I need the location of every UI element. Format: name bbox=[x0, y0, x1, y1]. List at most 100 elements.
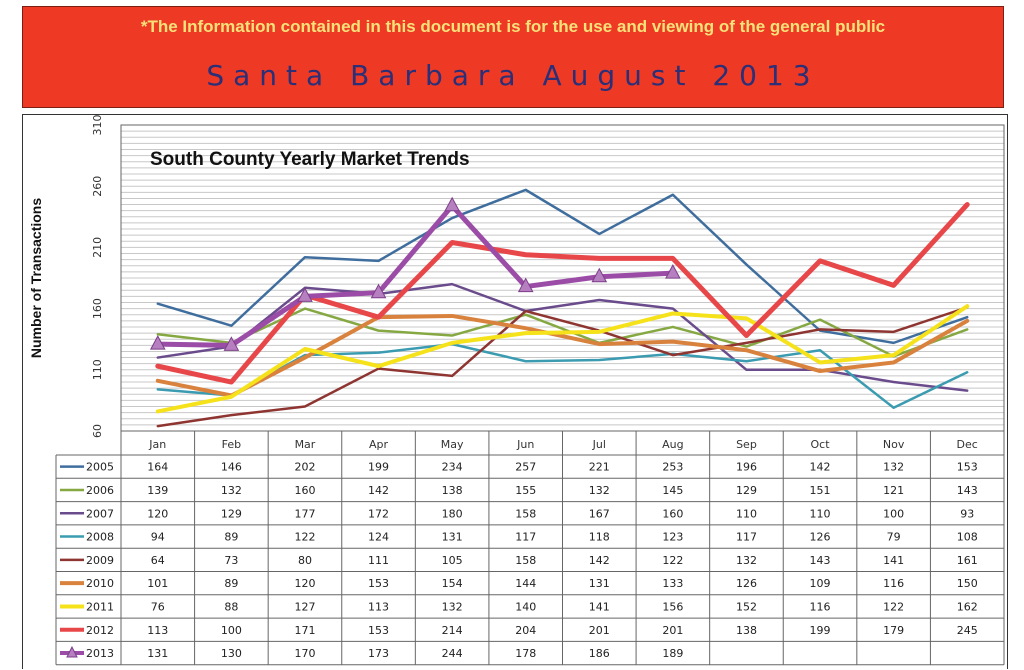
legend-label-2007: 2007 bbox=[86, 507, 114, 520]
table-cell: 89 bbox=[224, 577, 238, 590]
table-cell: 140 bbox=[515, 600, 536, 613]
table-cell: 257 bbox=[515, 461, 536, 474]
table-cell: 160 bbox=[294, 484, 315, 497]
table-cell: 132 bbox=[589, 484, 610, 497]
table-cell: 161 bbox=[957, 554, 978, 567]
table-cell: 144 bbox=[515, 577, 536, 590]
table-cell: 111 bbox=[368, 554, 389, 567]
table-cell: 121 bbox=[883, 484, 904, 497]
series-line-2006 bbox=[156, 307, 969, 358]
y-tick-label: 110 bbox=[91, 359, 104, 380]
marker-2013 bbox=[297, 287, 313, 302]
table-cell: 245 bbox=[957, 624, 978, 637]
x-tick-label: Mar bbox=[295, 438, 316, 451]
marker-2013 bbox=[223, 336, 240, 351]
table-cell: 76 bbox=[151, 600, 165, 613]
table-cell: 110 bbox=[736, 507, 757, 520]
table-cell: 153 bbox=[368, 577, 389, 590]
table-cell: 145 bbox=[662, 484, 683, 497]
table-cell: 162 bbox=[957, 600, 978, 613]
marker-2013 bbox=[444, 196, 460, 212]
table-cell: 93 bbox=[960, 507, 974, 520]
table-cell: 141 bbox=[883, 554, 904, 567]
table-cell: 173 bbox=[368, 647, 389, 660]
series-line-2007 bbox=[156, 282, 969, 392]
series-line-2010 bbox=[155, 313, 970, 398]
table-cell: 64 bbox=[151, 554, 165, 567]
marker-2013 bbox=[370, 283, 387, 299]
table-cell: 160 bbox=[662, 507, 683, 520]
series-line-2009 bbox=[156, 306, 969, 428]
table-cell: 199 bbox=[810, 624, 831, 637]
table-cell: 204 bbox=[515, 624, 536, 637]
table-cell: 201 bbox=[589, 624, 610, 637]
series-line-2011 bbox=[155, 304, 970, 414]
x-tick-label: May bbox=[441, 438, 464, 451]
y-tick-label: 260 bbox=[91, 176, 104, 197]
legend-label-2011: 2011 bbox=[86, 600, 114, 613]
y-axis-label: Number of Transactions bbox=[28, 198, 44, 358]
table-cell: 202 bbox=[294, 461, 315, 474]
table-cell: 253 bbox=[662, 461, 683, 474]
legend-label-2005: 2005 bbox=[86, 461, 114, 474]
marker-2013 bbox=[591, 267, 608, 283]
table-cell: 126 bbox=[810, 531, 831, 544]
table-cell: 143 bbox=[957, 484, 978, 497]
table-cell: 158 bbox=[515, 554, 536, 567]
table-cell: 201 bbox=[662, 624, 683, 637]
chart-frame: 60 110 160 210 260 310 Number of Transactions S… bbox=[22, 114, 1008, 669]
y-tick-label: 210 bbox=[91, 237, 104, 258]
x-tick-label: Jul bbox=[592, 438, 606, 451]
marker-2013 bbox=[665, 264, 681, 279]
legend-label-2009: 2009 bbox=[86, 554, 114, 567]
chart-title: South County Yearly Market Trends bbox=[150, 149, 470, 170]
table-cell: 117 bbox=[736, 531, 757, 544]
marker-2013 bbox=[517, 277, 534, 293]
table-cell: 110 bbox=[810, 507, 831, 520]
table-cell: 126 bbox=[736, 577, 757, 590]
table-cell: 154 bbox=[442, 577, 463, 590]
table-cell: 108 bbox=[957, 531, 978, 544]
series-line-2005 bbox=[156, 188, 969, 345]
table-cell: 130 bbox=[221, 647, 242, 660]
table-cell: 80 bbox=[298, 554, 312, 567]
table-cell: 167 bbox=[589, 507, 610, 520]
legend-label-2006: 2006 bbox=[86, 484, 114, 497]
table-cell: 178 bbox=[515, 647, 536, 660]
table-cell: 156 bbox=[662, 600, 683, 613]
table-cell: 129 bbox=[221, 507, 242, 520]
table-cell: 177 bbox=[294, 507, 315, 520]
table-cell: 234 bbox=[442, 461, 463, 474]
table-cell: 120 bbox=[294, 577, 315, 590]
table-cell: 170 bbox=[294, 647, 315, 660]
x-tick-label: Apr bbox=[369, 438, 389, 451]
y-tick-label: 60 bbox=[91, 424, 104, 438]
table-cell: 105 bbox=[442, 554, 463, 567]
table-cell: 131 bbox=[589, 577, 610, 590]
legend-label-2012: 2012 bbox=[86, 624, 114, 637]
table-cell: 180 bbox=[442, 507, 463, 520]
table-cell: 117 bbox=[515, 531, 536, 544]
y-tick-label: 310 bbox=[91, 115, 104, 136]
table-cell: 151 bbox=[810, 484, 831, 497]
table-cell: 132 bbox=[221, 484, 242, 497]
legend-label-2008: 2008 bbox=[86, 531, 114, 544]
table-cell: 122 bbox=[662, 554, 683, 567]
table-cell: 139 bbox=[147, 484, 168, 497]
table-cell: 129 bbox=[736, 484, 757, 497]
table-cell: 133 bbox=[662, 577, 683, 590]
legend-label-2010: 2010 bbox=[86, 577, 114, 590]
table-cell: 146 bbox=[221, 461, 242, 474]
table-cell: 150 bbox=[957, 577, 978, 590]
table-cell: 138 bbox=[442, 484, 463, 497]
table-cell: 138 bbox=[736, 624, 757, 637]
table-cell: 122 bbox=[883, 600, 904, 613]
table-cell: 127 bbox=[294, 600, 315, 613]
table-cell: 155 bbox=[515, 484, 536, 497]
table-cell: 124 bbox=[368, 531, 389, 544]
x-tick-label: Jun bbox=[516, 438, 534, 451]
table-cell: 94 bbox=[151, 531, 165, 544]
table-cell: 158 bbox=[515, 507, 536, 520]
market-trends-chart: 60 110 160 210 260 310 Number of Transactions S… bbox=[28, 115, 1005, 666]
table-cell: 199 bbox=[368, 461, 389, 474]
